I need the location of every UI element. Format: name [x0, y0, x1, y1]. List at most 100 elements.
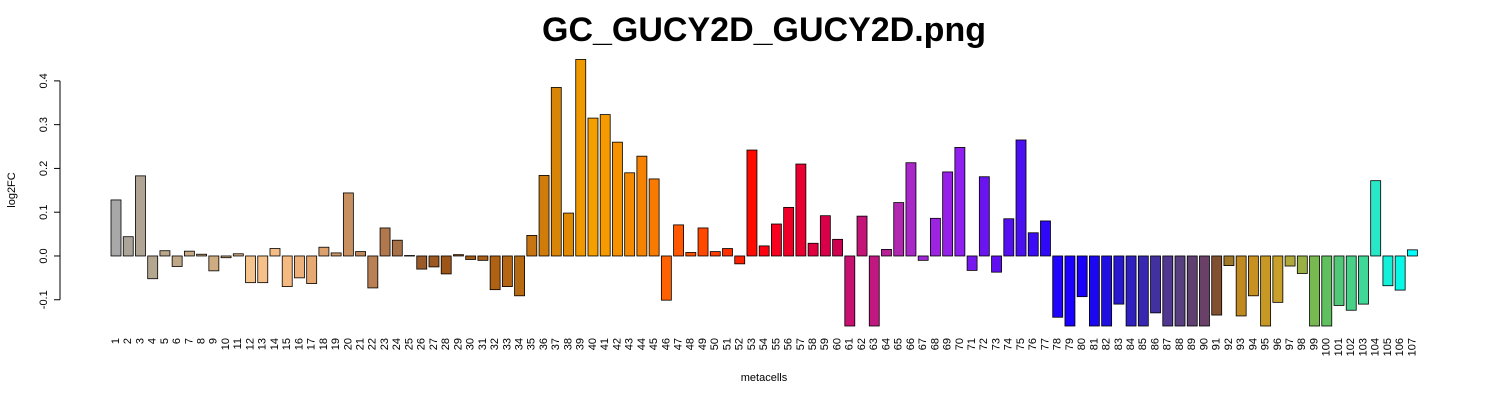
x-tick-label: 5: [159, 338, 171, 344]
bar: [930, 217, 941, 257]
bar: [1284, 255, 1296, 267]
x-tick-label: 2: [122, 338, 134, 344]
bar: [196, 253, 208, 257]
bar: [807, 242, 819, 257]
x-tick-label: 48: [685, 338, 697, 350]
x-tick-label: 68: [929, 338, 941, 350]
x-tick-label: 78: [1052, 338, 1064, 350]
chart-title: GC_GUCY2D_GUCY2D.png: [542, 11, 986, 49]
x-tick-label: 31: [477, 338, 489, 350]
x-tick-label: 8: [196, 338, 208, 344]
x-tick-label: 61: [844, 338, 856, 350]
x-tick-label: 102: [1345, 338, 1357, 356]
x-tick-label: 52: [734, 338, 746, 350]
x-tick-label: 22: [367, 338, 379, 350]
x-tick-label: 58: [807, 338, 819, 350]
bar: [147, 255, 159, 280]
x-tick-label: 86: [1149, 338, 1161, 350]
bar: [832, 238, 843, 257]
bar: [330, 252, 342, 257]
x-tick-label: 69: [942, 338, 954, 350]
bar: [893, 202, 905, 257]
x-tick-label: 63: [868, 338, 880, 350]
bar: [1137, 255, 1149, 327]
bar: [453, 254, 464, 257]
y-tick-label: 0.3: [38, 117, 50, 132]
x-tick-label: 100: [1321, 338, 1333, 356]
x-tick-label: 40: [587, 338, 599, 350]
bar: [220, 255, 232, 259]
x-tick-label: 13: [257, 338, 269, 350]
bar: [734, 255, 746, 265]
bar: [1101, 255, 1113, 327]
x-tick-label: 62: [856, 338, 868, 350]
x-tick-label: 21: [355, 338, 367, 350]
bar: [208, 255, 220, 272]
bar: [1089, 255, 1100, 327]
x-tick-label: 38: [562, 338, 574, 350]
bar: [1150, 255, 1161, 314]
x-tick-label: 14: [269, 338, 281, 350]
x-tick-label: 46: [660, 338, 672, 350]
x-tick-label: 19: [330, 338, 342, 350]
x-tick-label: 76: [1027, 338, 1039, 350]
x-tick-label: 35: [526, 338, 538, 350]
x-tick-label: 47: [672, 338, 684, 350]
x-tick-label: 105: [1382, 338, 1394, 356]
bar: [477, 255, 489, 261]
x-tick-label: 3: [134, 338, 146, 344]
bar: [440, 255, 452, 275]
bar: [269, 248, 281, 257]
x-tick-label: 83: [1113, 338, 1125, 350]
x-tick-label: 54: [758, 338, 770, 350]
bar: [954, 147, 966, 257]
bar: [1333, 255, 1345, 306]
x-tick-label: 70: [954, 338, 966, 350]
bar: [1186, 255, 1198, 327]
bar: [1027, 232, 1039, 257]
x-tick-label: 82: [1101, 338, 1113, 350]
x-tick-label: 7: [183, 338, 195, 344]
bar: [1162, 255, 1174, 327]
x-tick-label: 79: [1064, 338, 1076, 350]
y-tick-label: 0.4: [38, 73, 50, 88]
x-tick-label: 67: [917, 338, 929, 350]
bar: [648, 178, 660, 257]
x-tick-label: 18: [318, 338, 330, 350]
bar: [722, 248, 733, 257]
bar: [1382, 255, 1394, 287]
bar: [709, 251, 721, 257]
bar: [306, 255, 318, 284]
bar: [514, 255, 525, 297]
x-tick-label: 95: [1260, 338, 1272, 350]
bar: [257, 255, 269, 284]
bar: [367, 255, 379, 289]
x-tick-label: 106: [1394, 338, 1406, 356]
x-tick-label: 98: [1296, 338, 1308, 350]
x-tick-label: 55: [770, 338, 782, 350]
x-tick-label: 85: [1137, 338, 1149, 350]
bar: [1247, 255, 1259, 297]
x-tick-label: 36: [538, 338, 550, 350]
x-tick-label: 15: [281, 338, 293, 350]
bar: [563, 212, 574, 257]
x-tick-label: 24: [391, 338, 403, 350]
x-tick-label: 43: [624, 338, 636, 350]
x-tick-label: 80: [1076, 338, 1088, 350]
bar: [1113, 255, 1125, 305]
bar: [795, 163, 807, 257]
bar: [783, 206, 795, 257]
bar: [819, 215, 831, 257]
x-tick-label: 42: [611, 338, 623, 350]
bar: [489, 255, 501, 291]
x-tick-label: 25: [403, 338, 415, 350]
x-tick-label: 1: [110, 338, 122, 344]
bar: [685, 252, 697, 257]
x-tick-label: 87: [1162, 338, 1174, 350]
x-tick-label: 101: [1333, 338, 1345, 356]
bar: [391, 239, 403, 257]
bar: [636, 155, 648, 257]
x-tick-label: 17: [306, 338, 318, 350]
bar: [1272, 255, 1284, 303]
x-tick-label: 75: [1015, 338, 1027, 350]
